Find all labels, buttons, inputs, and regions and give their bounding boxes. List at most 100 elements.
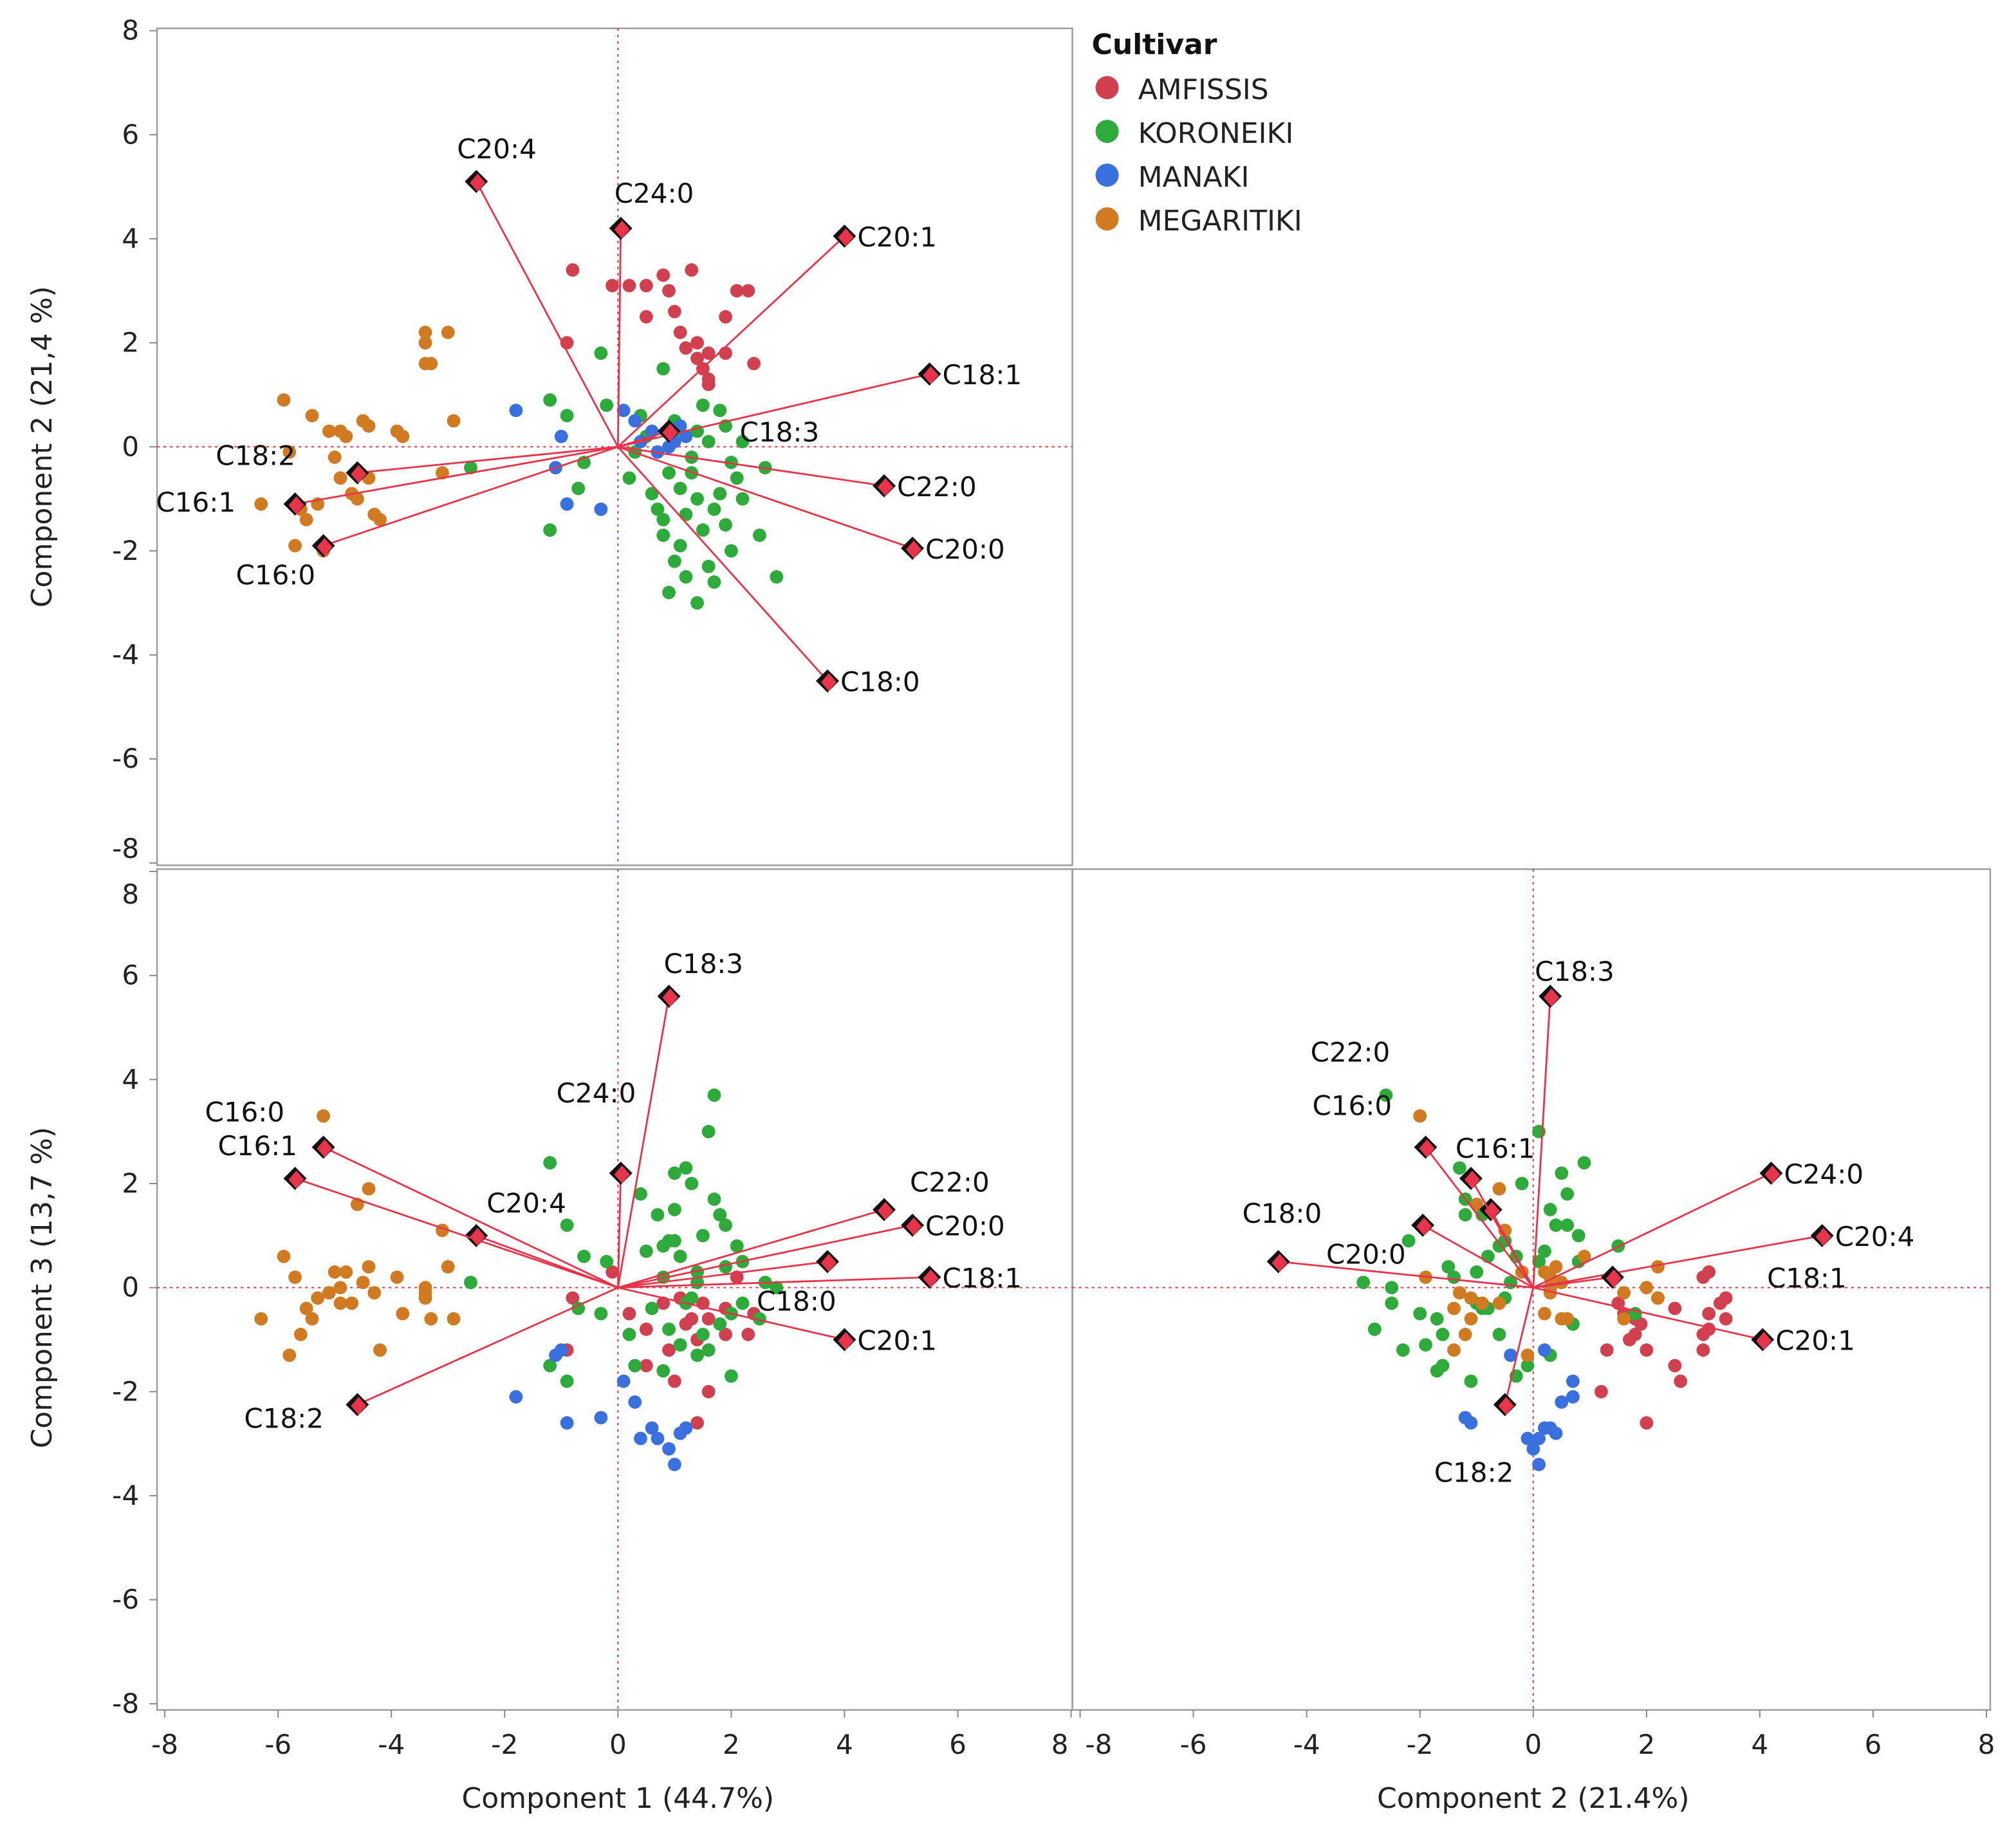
score-point-megaritiki — [277, 393, 291, 407]
score-point-megaritiki — [288, 1270, 302, 1284]
score-point-megaritiki — [441, 1259, 455, 1274]
score-point-megaritiki — [293, 1328, 308, 1341]
score-point-amfissis — [639, 279, 653, 293]
score-point-megaritiki — [299, 513, 313, 526]
score-point-megaritiki — [1447, 1343, 1461, 1357]
loading-vector — [1470, 1178, 1534, 1288]
score-point-manaki — [560, 497, 574, 511]
score-point-manaki — [616, 404, 631, 418]
score-point-amfissis — [690, 1416, 704, 1430]
loading-marker — [923, 1269, 939, 1288]
score-point-amfissis — [1696, 1343, 1710, 1357]
score-point-koroneiki — [656, 513, 670, 526]
x-tick-label: -6 — [1180, 1729, 1207, 1760]
loading-vector — [1425, 1146, 1534, 1288]
score-point-koroneiki — [464, 1276, 477, 1290]
score-point-koroneiki — [1521, 1359, 1535, 1373]
loading-vector — [617, 1287, 845, 1341]
score-point-megaritiki — [339, 429, 353, 443]
score-point-megaritiki — [418, 1286, 432, 1300]
score-point-koroneiki — [707, 575, 721, 589]
loading-vector — [616, 228, 622, 447]
score-point-koroneiki — [1356, 1276, 1371, 1290]
score-point-megaritiki — [373, 1343, 387, 1357]
x-tick-label: -8 — [151, 1729, 178, 1760]
y-tick-label: 8 — [122, 15, 139, 46]
score-point-koroneiki — [1430, 1364, 1444, 1378]
score-point-koroneiki — [667, 554, 681, 568]
legend-label: MEGARITIKI — [1138, 205, 1302, 237]
loading-vector — [618, 1260, 828, 1289]
score-point-amfissis — [656, 268, 670, 282]
x-tick-label: 2 — [723, 1729, 740, 1760]
score-point-manaki — [1549, 1426, 1563, 1440]
score-point-megaritiki — [1617, 1286, 1631, 1300]
score-point-amfissis — [1600, 1343, 1614, 1357]
loading-vector — [295, 445, 618, 505]
score-point-koroneiki — [1401, 1234, 1416, 1248]
score-point-amfissis — [1713, 1296, 1727, 1310]
score-point-megaritiki — [1537, 1265, 1551, 1279]
score-point-koroneiki — [639, 1244, 653, 1258]
score-point-megaritiki — [1521, 1348, 1535, 1362]
score-point-koroneiki — [1367, 1322, 1382, 1336]
score-point-amfissis — [606, 279, 619, 293]
score-point-megaritiki — [328, 1265, 342, 1279]
score-point-amfissis — [1696, 1328, 1710, 1341]
loading-vector — [295, 1177, 618, 1289]
score-point-koroneiki — [701, 1124, 716, 1139]
score-point-megaritiki — [1549, 1259, 1563, 1274]
loading-vector — [1504, 1287, 1535, 1405]
loading-marker — [317, 1139, 333, 1158]
loading-label: C18:3 — [740, 416, 820, 448]
x-tick-label: -2 — [491, 1729, 518, 1760]
score-point-koroneiki — [1560, 1187, 1574, 1201]
loading-vector — [617, 445, 913, 550]
loading-marker — [1416, 1217, 1432, 1236]
loading-marker — [1272, 1254, 1288, 1272]
score-point-koroneiki — [464, 461, 477, 475]
score-point-megaritiki — [328, 451, 342, 464]
legend-marker-koroneiki — [1095, 120, 1119, 144]
score-point-koroneiki — [679, 1161, 693, 1175]
x-tick-label: 0 — [609, 1729, 627, 1760]
score-point-koroneiki — [752, 528, 766, 543]
score-point-koroneiki — [543, 1156, 557, 1170]
score-point-koroneiki — [713, 404, 727, 418]
score-point-manaki — [1566, 1374, 1580, 1388]
loading-label: C22:0 — [897, 471, 977, 503]
score-point-koroneiki — [628, 1359, 642, 1373]
score-point-megaritiki — [282, 1348, 297, 1362]
score-point-koroneiki — [1543, 1203, 1557, 1216]
score-point-koroneiki — [1492, 1239, 1506, 1253]
score-point-megaritiki — [436, 466, 449, 480]
score-point-koroneiki — [651, 502, 665, 516]
loading-vector — [616, 1173, 622, 1288]
score-point-koroneiki — [1385, 1281, 1399, 1295]
score-point-megaritiki — [424, 357, 438, 371]
score-point-amfissis — [1702, 1306, 1716, 1321]
x-tick-label: 4 — [1752, 1729, 1769, 1760]
y-tick-label: 6 — [122, 118, 139, 150]
score-point-amfissis — [656, 1296, 670, 1310]
score-point-megaritiki — [350, 492, 364, 506]
score-point-manaki — [1532, 1458, 1546, 1471]
score-point-amfissis — [1719, 1312, 1733, 1326]
score-point-manaki — [1566, 1390, 1580, 1404]
loading-vector — [1278, 1260, 1533, 1289]
loading-label: C18:2 — [1434, 1457, 1514, 1489]
loading-marker — [288, 1170, 304, 1189]
y-tick-label: 2 — [122, 1167, 139, 1199]
y-tick-label: 6 — [122, 960, 139, 991]
score-point-koroneiki — [1537, 1244, 1551, 1258]
loading-label: C18:0 — [757, 1285, 837, 1317]
score-point-koroneiki — [1436, 1328, 1450, 1341]
score-point-megaritiki — [418, 326, 432, 339]
score-point-megaritiki — [305, 409, 319, 423]
loading-vector — [617, 446, 829, 682]
loading-label: C16:1 — [218, 1130, 298, 1162]
score-point-manaki — [651, 1431, 665, 1445]
y-tick-label: -2 — [112, 535, 139, 566]
score-point-amfissis — [701, 377, 716, 391]
legend-marker-manaki — [1095, 163, 1119, 187]
